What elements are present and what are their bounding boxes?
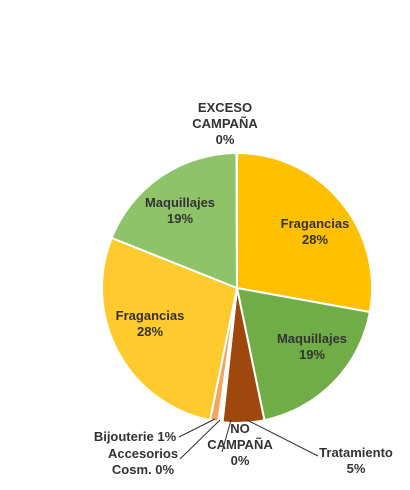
slice-label-0-line-1: 28% xyxy=(302,232,328,247)
pie-slices xyxy=(101,151,373,424)
leader-line-4 xyxy=(179,419,221,460)
slice-label-1-line-0: Maquillajes xyxy=(277,331,347,346)
leader-line-5 xyxy=(178,418,216,438)
slice-label-4-line-0: Accesorios xyxy=(108,446,178,461)
slice-label-3: NO CAMPAÑA 0% xyxy=(207,421,273,468)
slice-label-3-line-1: CAMPAÑA xyxy=(207,437,273,452)
pie-slice-1 xyxy=(235,286,372,422)
slice-label-3-line-2: 0% xyxy=(231,453,250,468)
pie-slice-6 xyxy=(101,236,239,422)
slice-label-1: Maquillajes 19% xyxy=(277,331,347,362)
slice-label-8: EXCESO CAMPAÑA 0% xyxy=(192,100,258,147)
slice-label-8-line-1: CAMPAÑA xyxy=(192,116,258,131)
pie-labels: Fragancias 28%Maquillajes 19%Tratamiento 5%… xyxy=(94,100,393,477)
slice-label-7: Maquillajes 19% xyxy=(145,195,215,226)
slice-label-2-line-1: 5% xyxy=(347,461,366,476)
slice-label-2: Tratamiento 5% xyxy=(319,445,393,476)
slice-label-1-line-1: 19% xyxy=(299,347,325,362)
slice-label-5: Bijouterie 1% xyxy=(94,429,177,444)
slice-label-6: Fragancias 28% xyxy=(116,308,185,339)
slice-label-2-line-0: Tratamiento xyxy=(319,445,393,460)
slice-label-7-line-0: Maquillajes xyxy=(145,195,215,210)
slice-label-0: Fragancias 28% xyxy=(281,216,350,247)
slice-label-8-line-0: EXCESO xyxy=(198,100,252,115)
slice-label-6-line-1: 28% xyxy=(137,324,163,339)
slice-label-7-line-1: 19% xyxy=(167,211,193,226)
pie-slice-0 xyxy=(236,151,373,314)
slice-label-3-line-0: NO xyxy=(230,421,250,436)
slice-label-4-line-1: Cosm. 0% xyxy=(112,462,175,477)
leader-line-3 xyxy=(221,419,232,453)
slice-label-6-line-0: Fragancias xyxy=(116,308,185,323)
slice-label-4: Accesorios Cosm. 0% xyxy=(108,446,178,477)
slice-label-0-line-0: Fragancias xyxy=(281,216,350,231)
slice-label-5-line-0: Bijouterie 1% xyxy=(94,429,177,444)
leader-line-2 xyxy=(246,419,319,457)
pie-slice-7 xyxy=(110,151,239,290)
slice-label-8-line-2: 0% xyxy=(216,132,235,147)
